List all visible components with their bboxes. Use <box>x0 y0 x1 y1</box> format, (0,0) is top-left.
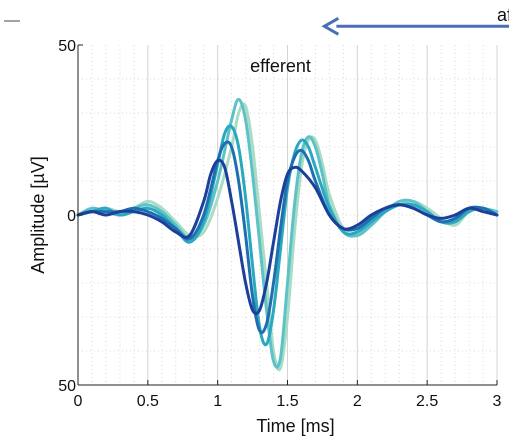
x-tick-label-0: 0 <box>74 393 83 410</box>
annotation-1: aff <box>497 5 509 25</box>
series-line-2 <box>76 97 499 369</box>
x-tick-label-5: 2.5 <box>416 393 438 410</box>
grid-lines <box>78 45 498 385</box>
y-tick-label-0: 50 <box>58 38 76 55</box>
x-tick-label-6: 3 <box>493 393 502 410</box>
y-tick-label-1: 0 <box>67 208 76 225</box>
y-axis-label: Amplitude [µV] <box>28 156 48 273</box>
series-line-3 <box>76 124 499 347</box>
axes <box>4 20 498 386</box>
annotation-0: efferent <box>250 56 311 76</box>
x-axis-label: Time [ms] <box>256 416 334 436</box>
x-tick-label-2: 1 <box>213 393 222 410</box>
x-tick-label-1: 0.5 <box>137 393 159 410</box>
x-tick-label-3: 1.5 <box>276 393 298 410</box>
annotations: efferent aff <box>250 5 509 76</box>
series-group <box>76 97 499 372</box>
arrow <box>321 16 509 36</box>
x-tick-label-4: 2 <box>353 393 362 410</box>
x-tick-labels: 0 0.5 1 1.5 2 2.5 3 <box>74 393 502 410</box>
y-tick-label-2: 50 <box>58 378 76 395</box>
series-line-5 <box>76 158 499 316</box>
y-tick-labels: 50 0 50 <box>58 38 76 395</box>
arrow-head <box>321 16 340 36</box>
